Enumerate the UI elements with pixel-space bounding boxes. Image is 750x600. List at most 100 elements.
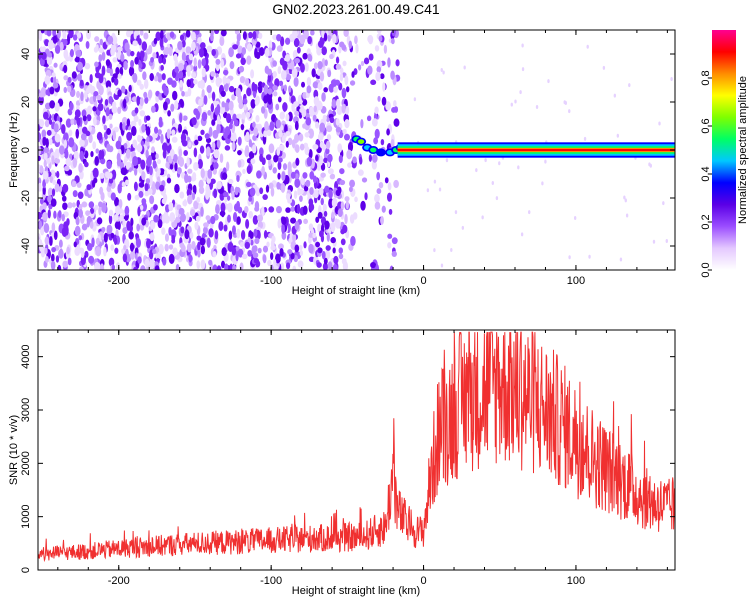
- spectrogram-cell: [366, 115, 372, 122]
- spectrogram-cell: [157, 129, 162, 135]
- spectrogram-cell: [208, 228, 214, 238]
- spectrogram-cell: [40, 30, 45, 34]
- spectrogram-cell: [288, 85, 292, 93]
- spectrogram-cell: [237, 206, 243, 214]
- spectrogram-cell: [216, 123, 221, 134]
- spectrogram-cell: [171, 136, 178, 143]
- chart-title: GN02.2023.261.00.49.C41: [272, 1, 440, 17]
- spectrogram-cell: [219, 105, 226, 115]
- spectrogram-cell: [370, 79, 377, 86]
- spectrogram-cell: [191, 41, 196, 51]
- spectrogram-cell: [68, 137, 75, 148]
- spectrogram-cell: [300, 63, 305, 73]
- spectrogram-cell: [238, 101, 244, 110]
- spectrogram-cell: [103, 232, 108, 243]
- spectrogram-cell: [86, 30, 92, 40]
- spectrogram-cell: [44, 236, 50, 245]
- spectrogram-cell: [117, 221, 121, 231]
- spectrogram-cell: [319, 230, 324, 238]
- spectrogram-cell: [186, 188, 192, 197]
- spectrogram-cell: [63, 139, 68, 149]
- spectrogram-cell: [80, 133, 87, 141]
- spectrogram-cell: [54, 44, 61, 54]
- spectrogram-cell: [339, 67, 344, 75]
- spectrogram-cell: [83, 90, 88, 100]
- spectrogram-cell: [62, 183, 69, 193]
- spectrogram-cell: [257, 214, 264, 223]
- spectrogram-cell: [232, 44, 239, 50]
- spectrogram-cell: [322, 262, 329, 270]
- spectrogram-cell: [93, 116, 97, 126]
- spectrogram-cell: [133, 266, 138, 270]
- spectrogram-cell: [132, 139, 138, 149]
- spectrogram-cell: [259, 187, 264, 195]
- spectrogram-cell: [63, 132, 69, 142]
- spectrogram-cell: [249, 231, 254, 239]
- spectrogram-cell: [220, 30, 227, 37]
- spectrogram-cell: [254, 206, 260, 212]
- spectrogram-cell: [319, 122, 326, 133]
- spectrogram-cell: [51, 188, 56, 197]
- spectrogram-cell: [115, 66, 120, 75]
- spectrogram-cell: [162, 257, 167, 266]
- snr-x-axis-label: Height of straight line (km): [292, 585, 420, 597]
- spectrogram-cell: [345, 86, 350, 93]
- spectrogram-cell: [139, 97, 144, 107]
- spectrogram-cell: [75, 55, 80, 63]
- spectrogram-cell: [395, 59, 400, 67]
- spectrogram-cell: [56, 170, 60, 179]
- spectrogram-cell: [67, 202, 73, 209]
- y-tick-label: 1000: [20, 504, 32, 528]
- spectrogram-cell: [386, 192, 393, 202]
- spectrogram-cell: [79, 150, 84, 161]
- spectrogram-cell: [108, 209, 114, 217]
- spectrogram-cell: [77, 126, 84, 135]
- spectrogram-cell: [237, 45, 244, 55]
- spectrogram-cell: [198, 98, 203, 107]
- spectrogram-cell: [106, 128, 111, 136]
- spectrogram-cell: [115, 205, 121, 216]
- spectrogram-cell: [129, 242, 135, 252]
- spectrogram-cell: [115, 262, 121, 270]
- spectrogram-cell: [227, 178, 234, 185]
- spectrogram-cell: [299, 107, 305, 113]
- spectrogram-cell: [268, 182, 274, 189]
- spectrogram-cell: [195, 215, 201, 222]
- spectrogram-cell: [222, 191, 229, 198]
- spectrogram-cell: [164, 243, 169, 252]
- spectrogram-cell: [200, 206, 204, 217]
- spectrogram-cell: [308, 148, 313, 159]
- spectrogram-cell: [163, 169, 168, 177]
- spectrogram-cell: [290, 206, 296, 212]
- spectrogram-cell: [625, 213, 629, 218]
- spectrogram-cell: [110, 192, 116, 201]
- spectrogram-cell: [222, 75, 227, 85]
- spectrogram-cell: [40, 247, 46, 258]
- spectrogram-cell: [285, 193, 291, 201]
- spectrogram-cell: [616, 133, 620, 138]
- spectrogram-cell: [152, 52, 157, 59]
- spectrogram-cell: [98, 73, 104, 84]
- spectrogram-cell: [122, 121, 126, 131]
- spectrogram-cell: [306, 76, 312, 87]
- spectrogram-cell: [184, 173, 189, 184]
- spectrogram-cell: [94, 261, 101, 270]
- spectrogram-cell: [187, 87, 192, 97]
- spectrogram-cell: [454, 210, 458, 215]
- spectrogram-cell: [88, 255, 95, 264]
- spectrogram-cell: [315, 241, 321, 248]
- spectrogram-cell: [107, 35, 114, 45]
- spectrogram-cell: [85, 40, 90, 49]
- spectrogram-cell: [374, 193, 380, 203]
- spectrogram-cell: [336, 107, 341, 115]
- spectrogram-cell: [46, 57, 53, 66]
- spectrogram-cell: [38, 145, 42, 156]
- spectrogram-cell: [335, 189, 341, 197]
- spectrogram-cell: [285, 73, 292, 81]
- x-tick-label: -200: [108, 575, 130, 587]
- spectrogram-cell: [51, 246, 57, 253]
- spectrogram-cell: [147, 89, 153, 99]
- spectrogram-cell: [391, 30, 396, 37]
- spectrogram-cell: [313, 189, 319, 199]
